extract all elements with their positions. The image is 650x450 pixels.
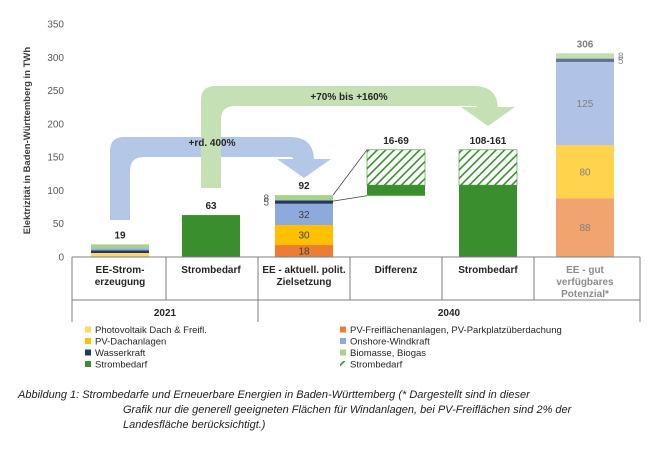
- segment-label: 80: [579, 167, 591, 178]
- category-label: Strombedarf: [181, 265, 241, 276]
- y-tick-label: 150: [47, 153, 64, 164]
- total-label: 108-161: [470, 136, 507, 147]
- annotation-label: +rd. 400%: [189, 138, 236, 149]
- category-label-line: verfügbares: [556, 277, 614, 288]
- bar-segment: [91, 248, 149, 251]
- y-tick-label: 50: [53, 219, 65, 230]
- group-label: 2040: [438, 308, 461, 319]
- legend-swatch: [340, 326, 346, 333]
- segment-label: 125: [577, 99, 594, 110]
- caption-line-1: Abbildung 1: Strombedarfe und Erneuerbar…: [18, 389, 530, 401]
- legend-label: Photovoltaik Dach & Freifl.: [95, 325, 207, 336]
- legend-swatch: [85, 338, 91, 344]
- y-tick-label: 250: [47, 86, 64, 97]
- bar-segment: [275, 195, 333, 201]
- category-label: EE - aktuell. polit. Zielsetzung: [262, 265, 346, 288]
- legend-label: PV-Freiflächenanlagen, PV-Parkplatzüberd…: [350, 325, 562, 336]
- bar-segment: [91, 244, 149, 249]
- bar-segment: [91, 253, 149, 257]
- category-label-line: EE - aktuell. polit.: [262, 265, 346, 276]
- total-label: 306: [577, 39, 594, 50]
- y-tick-label: 350: [47, 20, 64, 31]
- bar-segment: [458, 149, 518, 186]
- figure-caption: Abbildung 1: Strombedarfe und Erneuerbar…: [18, 388, 633, 433]
- y-axis-label: Elektrizität in Baden-Württemberg in TWh: [22, 47, 33, 235]
- bar-segment: [556, 145, 614, 199]
- legend-swatch: [85, 326, 91, 333]
- segment-label: 8: [618, 51, 624, 62]
- bar-segment: [275, 203, 333, 226]
- bar-segment: [556, 53, 614, 59]
- legend-swatch: [340, 361, 346, 367]
- legend-swatch: [340, 349, 346, 356]
- segment-label: 8: [263, 193, 269, 204]
- legend-swatch: [85, 361, 91, 367]
- bar-segment: [91, 250, 149, 254]
- category-label-line: Strombedarf: [458, 265, 518, 276]
- legend-label: PV-Dachanlagen: [95, 337, 166, 348]
- connector-line: [332, 149, 368, 196]
- legend-label: Biomasse, Biogas: [350, 348, 426, 359]
- category-label-line: EE-Strom-: [96, 265, 145, 276]
- bar-segment: [556, 58, 614, 62]
- legend-label: Wasserkraft: [95, 348, 146, 359]
- segment-label: 18: [298, 247, 310, 258]
- segment-label: 5: [263, 198, 269, 209]
- y-tick-label: 200: [47, 119, 64, 130]
- legend-label: Onshore-Windkraft: [350, 337, 430, 348]
- bar-segment: [366, 149, 426, 186]
- segment-label: 88: [579, 223, 591, 234]
- y-tick-label: 0: [58, 253, 64, 264]
- bar-segment: [556, 198, 614, 257]
- group-label: 2021: [154, 308, 177, 319]
- bar-segment: [367, 185, 425, 196]
- caption-line-2: Grafik nur die generell geeigneten Fläch…: [123, 404, 572, 431]
- segment-label: 32: [298, 210, 310, 221]
- annotation-label: +70% bis +160%: [310, 92, 387, 103]
- category-label-line: Strombedarf: [181, 265, 241, 276]
- y-tick-label: 300: [47, 53, 64, 64]
- bar-segment: [275, 245, 333, 257]
- legend-label: Strombedarf: [350, 360, 403, 371]
- bar-segment: [182, 215, 240, 257]
- segment-label: 30: [298, 231, 310, 242]
- bar-segment: [459, 185, 517, 257]
- connector-line: [332, 195, 368, 202]
- annotation-arrow: [201, 86, 515, 188]
- bar-segment: [275, 200, 333, 204]
- category-label-line: Differenz: [375, 265, 418, 276]
- legend-swatch: [340, 338, 346, 344]
- category-label: Strombedarf: [458, 265, 518, 276]
- category-label: Differenz: [375, 265, 418, 276]
- category-label: EE-Strom-erzeugung: [95, 265, 146, 288]
- segment-label: 5: [618, 56, 624, 67]
- bar-segment: [556, 61, 614, 146]
- total-label: 92: [298, 181, 310, 192]
- category-label: EE - gut verfügbares Potenzial*: [556, 265, 614, 300]
- legend-label: Strombedarf: [95, 360, 148, 371]
- total-label: 19: [114, 230, 126, 241]
- total-label: 16-69: [383, 136, 409, 147]
- category-label-line: Potenzial*: [561, 289, 609, 300]
- legend-swatch: [85, 349, 91, 356]
- category-label-line: EE - gut: [566, 265, 604, 276]
- bar-segment: [275, 225, 333, 246]
- total-label: 63: [205, 201, 217, 212]
- y-tick-label: 100: [47, 186, 64, 197]
- chart-svg: +rd. 400%+70% bis +160%1963183032589216-…: [22, 20, 641, 371]
- category-label-line: Zielsetzung: [276, 277, 331, 288]
- category-label-line: erzeugung: [95, 277, 146, 288]
